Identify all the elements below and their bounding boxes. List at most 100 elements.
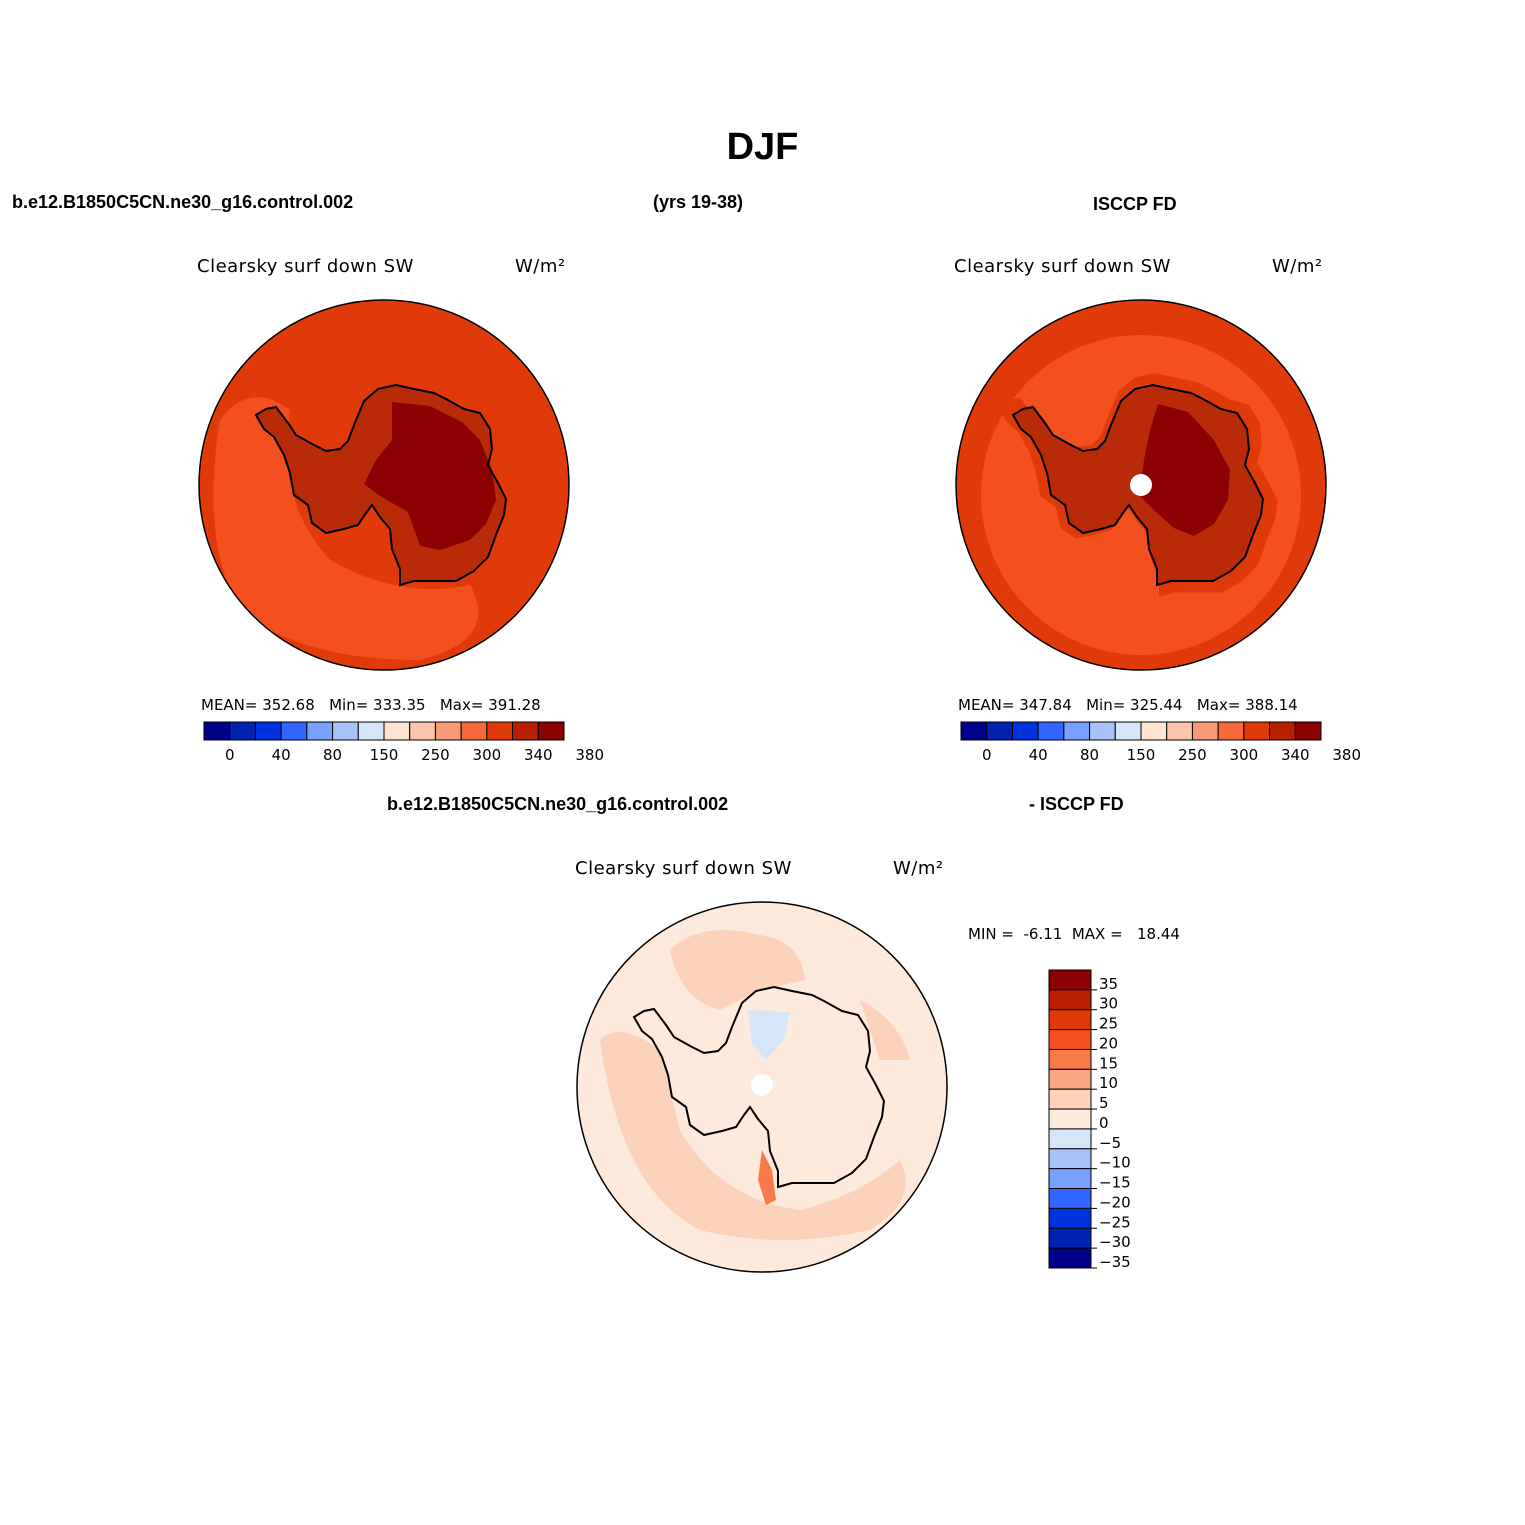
model-interior-max	[364, 402, 496, 550]
main-title: DJF	[726, 126, 799, 168]
model-stats: MEAN= 352.68 Min= 333.35 Max= 391.28	[201, 696, 541, 714]
diff-colorbar-box	[1048, 1029, 1092, 1050]
model-colorbar-box	[357, 721, 385, 741]
diff-high-spot	[758, 1150, 776, 1205]
model-mean-label: MEAN=	[201, 696, 258, 714]
diff-colorbar-tick-label: 0	[1099, 1114, 1109, 1132]
diff-colorbar-box	[1048, 1128, 1092, 1150]
model-colorbar-tick-label: 0	[225, 746, 235, 764]
model-colorbar-tick-label: 80	[323, 746, 342, 764]
obs-colorbar-box	[1294, 721, 1322, 741]
model-colorbar-box	[306, 721, 334, 741]
diff-colorbar-box	[1048, 1148, 1092, 1170]
model-colorbar-tick-label: 300	[473, 746, 502, 764]
diff-colorbar-tick-label: 35	[1099, 975, 1118, 993]
obs-colorbar-tick-label: 150	[1127, 746, 1156, 764]
model-colorbar-box	[203, 721, 231, 741]
diff-colorbar-box	[1048, 1048, 1092, 1070]
diff-colorbar-tick-label: 25	[1099, 1015, 1118, 1033]
model-colorbar-box	[537, 721, 565, 741]
model-colorbar-box	[280, 721, 308, 741]
obs-colorbar: 0 40 80 150 250 300 340 380	[960, 721, 1361, 764]
obs-colorbar-box	[1217, 721, 1245, 741]
obs-panel-title: Clearsky surf down SW	[954, 256, 1171, 277]
obs-colorbar-box	[1166, 721, 1193, 741]
diff-pos-south	[600, 1032, 906, 1240]
diff-max-label: MAX =	[1071, 925, 1123, 943]
model-colorbar-tick-label: 340	[524, 746, 553, 764]
diff-pole-missing	[751, 1074, 773, 1096]
model-colorbar-tick-label: 40	[272, 746, 291, 764]
diff-colorbar-box	[1048, 1108, 1092, 1130]
model-polar-map	[198, 299, 570, 671]
diff-min-value: -6.11	[1023, 925, 1063, 943]
model-mean-value: 352.68	[262, 696, 315, 714]
diff-colorbar-box	[1048, 1168, 1092, 1190]
model-colorbar: 0 40 80 150 250 300 340 380	[203, 721, 604, 764]
obs-colorbar-box	[1114, 721, 1142, 741]
obs-colorbar-tick-label: 80	[1080, 746, 1099, 764]
diff-colorbar-box	[1048, 1227, 1092, 1249]
diff-colorbar-box	[1048, 1207, 1092, 1229]
diff-colorbar-tick-label: −30	[1099, 1233, 1131, 1251]
diff-colorbar-tick-label: 10	[1099, 1074, 1118, 1092]
diff-colorbar-box	[1048, 989, 1092, 1011]
model-colorbar-tick-label: 380	[575, 746, 604, 764]
model-panel-units: W/m²	[515, 256, 566, 277]
obs-colorbar-tick-label: 40	[1029, 746, 1048, 764]
obs-mean-value: 347.84	[1019, 696, 1072, 714]
obs-min-label: Min=	[1086, 696, 1126, 714]
obs-colorbar-box	[960, 721, 988, 741]
obs-header: ISCCP FD	[1093, 194, 1177, 214]
obs-colorbar-tick-label: 300	[1230, 746, 1259, 764]
model-colorbar-box	[229, 721, 256, 741]
diff-polar-map	[576, 901, 948, 1273]
obs-colorbar-tick-label: 340	[1281, 746, 1310, 764]
diff-colorbar-box	[1048, 1088, 1092, 1110]
diff-map-border	[576, 901, 948, 1273]
diff-panel-units: W/m²	[893, 858, 944, 879]
model-min-value: 333.35	[373, 696, 426, 714]
diff-colorbar-tick-label: 15	[1099, 1054, 1118, 1072]
obs-colorbar-tick-label: 0	[982, 746, 992, 764]
diff-stats: MIN = -6.11 MAX = 18.44	[968, 925, 1180, 943]
diff-colorbar-box	[1048, 969, 1092, 991]
obs-colorbar-box	[986, 721, 1013, 741]
obs-interior-max	[1140, 404, 1230, 536]
model-min-label: Min=	[329, 696, 369, 714]
diff-min-label: MIN =	[968, 925, 1014, 943]
obs-colorbar-tick-label: 380	[1332, 746, 1361, 764]
diff-colorbar-box	[1048, 1009, 1092, 1031]
diff-colorbar-tick-label: −25	[1099, 1213, 1131, 1231]
obs-min-value: 325.44	[1130, 696, 1183, 714]
obs-max-value: 388.14	[1245, 696, 1298, 714]
obs-max-label: Max=	[1196, 696, 1241, 714]
diff-colorbar-box	[1048, 1188, 1092, 1209]
model-map-border	[198, 299, 570, 671]
obs-map-border	[955, 299, 1327, 671]
model-colorbar-tick-label: 250	[421, 746, 450, 764]
model-ocean-mid	[213, 397, 479, 660]
obs-colorbar-box	[1037, 721, 1065, 741]
diff-header-left: b.e12.B1850C5CN.ne30_g16.control.002	[387, 794, 729, 814]
diff-colorbar-tick-label: −5	[1099, 1134, 1121, 1152]
obs-colorbar-box	[1140, 721, 1168, 741]
diff-panel-title: Clearsky surf down SW	[575, 858, 792, 879]
obs-pole-missing	[1130, 474, 1152, 496]
diff-colorbar-tick-label: 5	[1099, 1094, 1109, 1112]
diff-colorbar-tick-label: 30	[1099, 995, 1118, 1013]
model-colorbar-tick-label: 150	[370, 746, 399, 764]
model-colorbar-box	[434, 721, 462, 741]
obs-colorbar-box	[1243, 721, 1271, 741]
obs-stats: MEAN= 347.84 Min= 325.44 Max= 388.14	[958, 696, 1298, 714]
model-colorbar-box	[486, 721, 514, 741]
diff-colorbar-tick-label: 20	[1099, 1034, 1118, 1052]
model-colorbar-box	[409, 721, 436, 741]
model-colorbar-box	[460, 721, 488, 741]
model-colorbar-box	[383, 721, 411, 741]
years-header: (yrs 19-38)	[653, 192, 744, 212]
obs-polar-map	[955, 299, 1327, 671]
diff-pos-east	[860, 1000, 910, 1060]
